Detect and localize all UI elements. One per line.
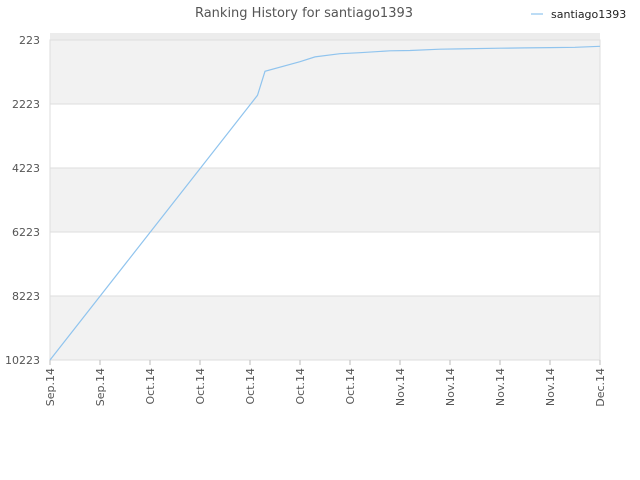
x-tick-label: Oct.14 bbox=[244, 368, 257, 405]
x-tick-label: Nov.14 bbox=[494, 368, 507, 406]
y-tick-label: 223 bbox=[19, 34, 40, 47]
legend: santiago1393 bbox=[531, 8, 626, 21]
x-tick-label: Nov.14 bbox=[444, 368, 457, 406]
x-tick-label: Oct.14 bbox=[194, 368, 207, 405]
band-top bbox=[50, 33, 600, 40]
x-axis-ticks: Sep.14 Sep.14 Oct.14 Oct.14 Oct.14 Oct.14 Oct.… bbox=[44, 360, 607, 407]
plot-background-bands bbox=[50, 33, 600, 360]
y-tick-label: 10223 bbox=[5, 354, 40, 367]
legend-label-santiago1393[interactable]: santiago1393 bbox=[551, 8, 626, 21]
series-line-santiago1393 bbox=[49, 45, 601, 361]
x-tick-label: Oct.14 bbox=[144, 368, 157, 405]
band-0 bbox=[50, 40, 600, 104]
series-layer bbox=[49, 45, 601, 361]
band-3 bbox=[50, 232, 600, 296]
chart-title: Ranking History for santiago1393 bbox=[195, 6, 413, 21]
band-4 bbox=[50, 296, 600, 360]
y-tick-label: 4223 bbox=[12, 162, 40, 175]
band-1 bbox=[50, 104, 600, 168]
y-tick-label: 8223 bbox=[12, 290, 40, 303]
band-2 bbox=[50, 168, 600, 232]
y-tick-label: 2223 bbox=[12, 98, 40, 111]
x-tick-label: Oct.14 bbox=[344, 368, 357, 405]
x-tick-label: Sep.14 bbox=[44, 368, 57, 406]
x-tick-label: Nov.14 bbox=[544, 368, 557, 406]
y-axis-ticks: 223 2223 4223 6223 8223 10223 bbox=[5, 34, 40, 367]
x-tick-label: Oct.14 bbox=[294, 368, 307, 405]
x-tick-label: Sep.14 bbox=[94, 368, 107, 406]
y-tick-label: 6223 bbox=[12, 226, 40, 239]
x-tick-label: Nov.14 bbox=[394, 368, 407, 406]
grid-lines bbox=[50, 39, 600, 361]
x-tick-label: Dec.14 bbox=[594, 368, 607, 407]
